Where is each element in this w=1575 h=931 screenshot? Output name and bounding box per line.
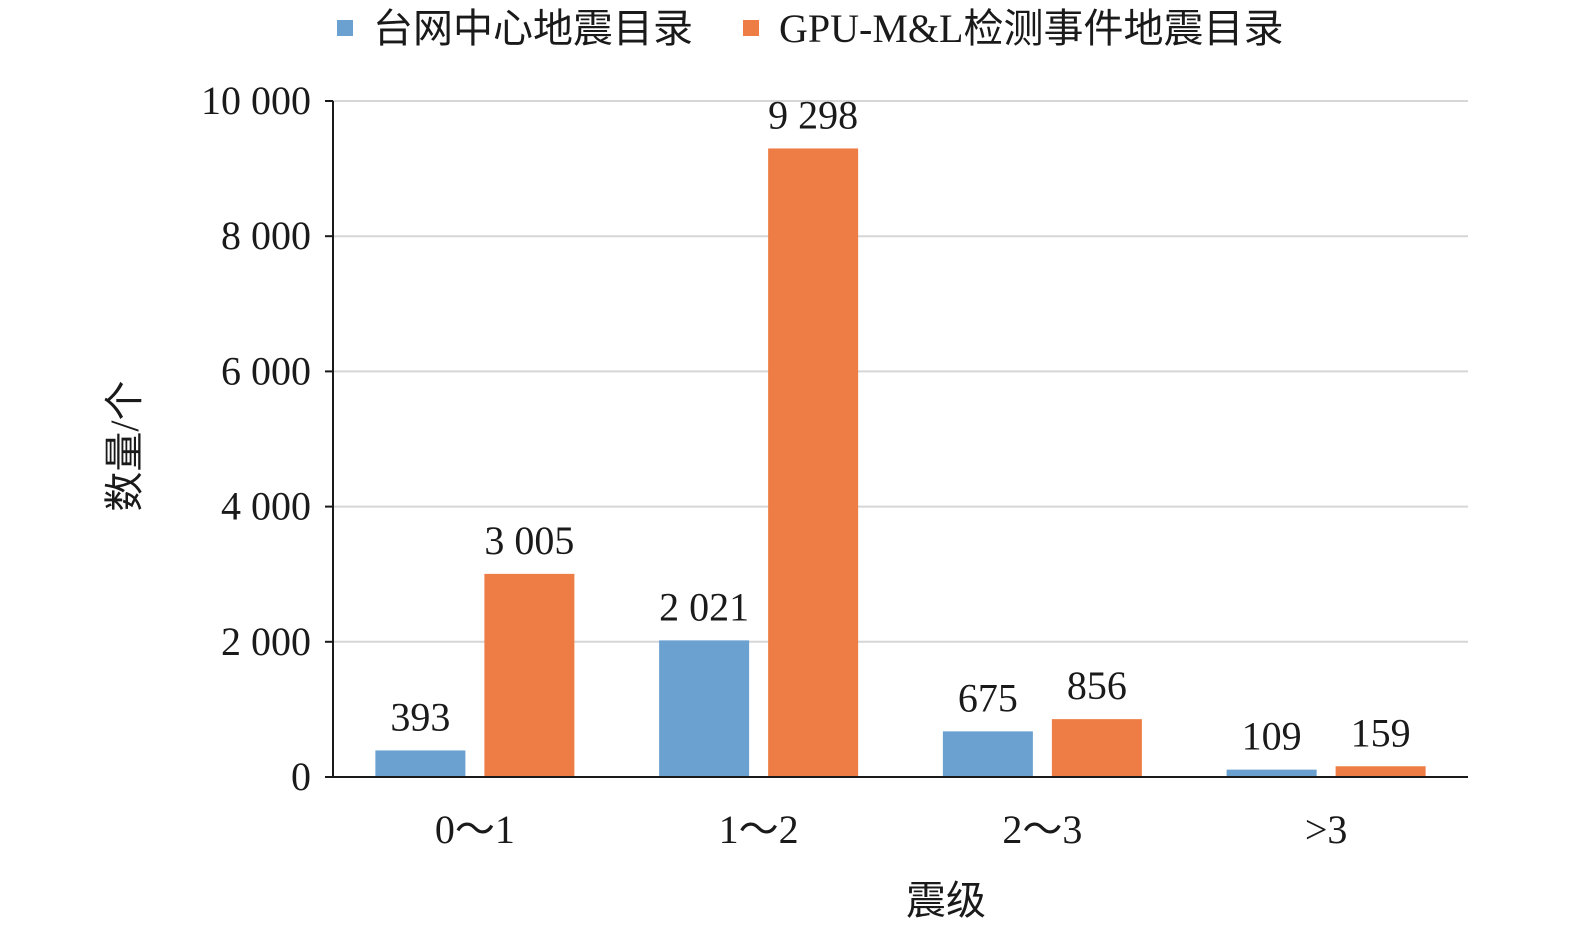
gridlines xyxy=(333,100,1468,643)
bar-series-1 xyxy=(1226,769,1317,777)
legend-label-1: 台网中心地震目录 xyxy=(373,6,693,51)
bar-series-2 xyxy=(484,573,575,777)
legend-label-2: GPU-M&L检测事件地震目录 xyxy=(779,6,1283,51)
legend-swatch-1 xyxy=(337,20,353,36)
bar-series-1 xyxy=(375,750,466,777)
x-tick-label: 1～2 xyxy=(719,807,799,852)
y-tick-label: 4 000 xyxy=(221,484,311,529)
x-axis-title: 震级 xyxy=(906,878,986,923)
y-tick-label: 6 000 xyxy=(221,348,311,393)
axes xyxy=(332,101,1468,778)
data-label: 856 xyxy=(1067,663,1127,708)
y-tick-label: 10 000 xyxy=(201,78,311,123)
legend-swatch-2 xyxy=(743,20,759,36)
bar-series-2 xyxy=(1051,719,1142,777)
data-label: 675 xyxy=(958,675,1018,720)
x-tick-label: 0～1 xyxy=(435,807,515,852)
data-label: 159 xyxy=(1351,710,1411,755)
data-label: 9 298 xyxy=(768,92,858,137)
y-tick-label: 0 xyxy=(291,754,311,799)
y-axis-title: 数量/个 xyxy=(102,380,147,511)
bar-series-2 xyxy=(1335,766,1426,777)
data-label: 109 xyxy=(1242,714,1302,759)
bar-series-1 xyxy=(659,640,750,777)
legend: 台网中心地震目录 GPU-M&L检测事件地震目录 xyxy=(337,6,1283,51)
y-tick-label: 8 000 xyxy=(221,213,311,258)
bar-series-1 xyxy=(942,731,1033,777)
x-tick-label: 2～3 xyxy=(1002,807,1082,852)
tick-labels: 0 2 000 4 000 6 000 8 000 10 000 0～1 1～2 2～3 >3 xyxy=(201,78,1347,852)
data-labels: 393 3 005 2 021 9 298 675 856 109 159 xyxy=(390,92,1410,758)
data-label: 393 xyxy=(390,694,450,739)
data-label: 2 021 xyxy=(659,584,749,629)
bars xyxy=(375,148,1426,777)
bar-series-2 xyxy=(768,148,859,777)
data-label: 3 005 xyxy=(484,518,574,563)
x-tick-label: >3 xyxy=(1305,807,1348,852)
y-tick-label: 2 000 xyxy=(221,619,311,664)
